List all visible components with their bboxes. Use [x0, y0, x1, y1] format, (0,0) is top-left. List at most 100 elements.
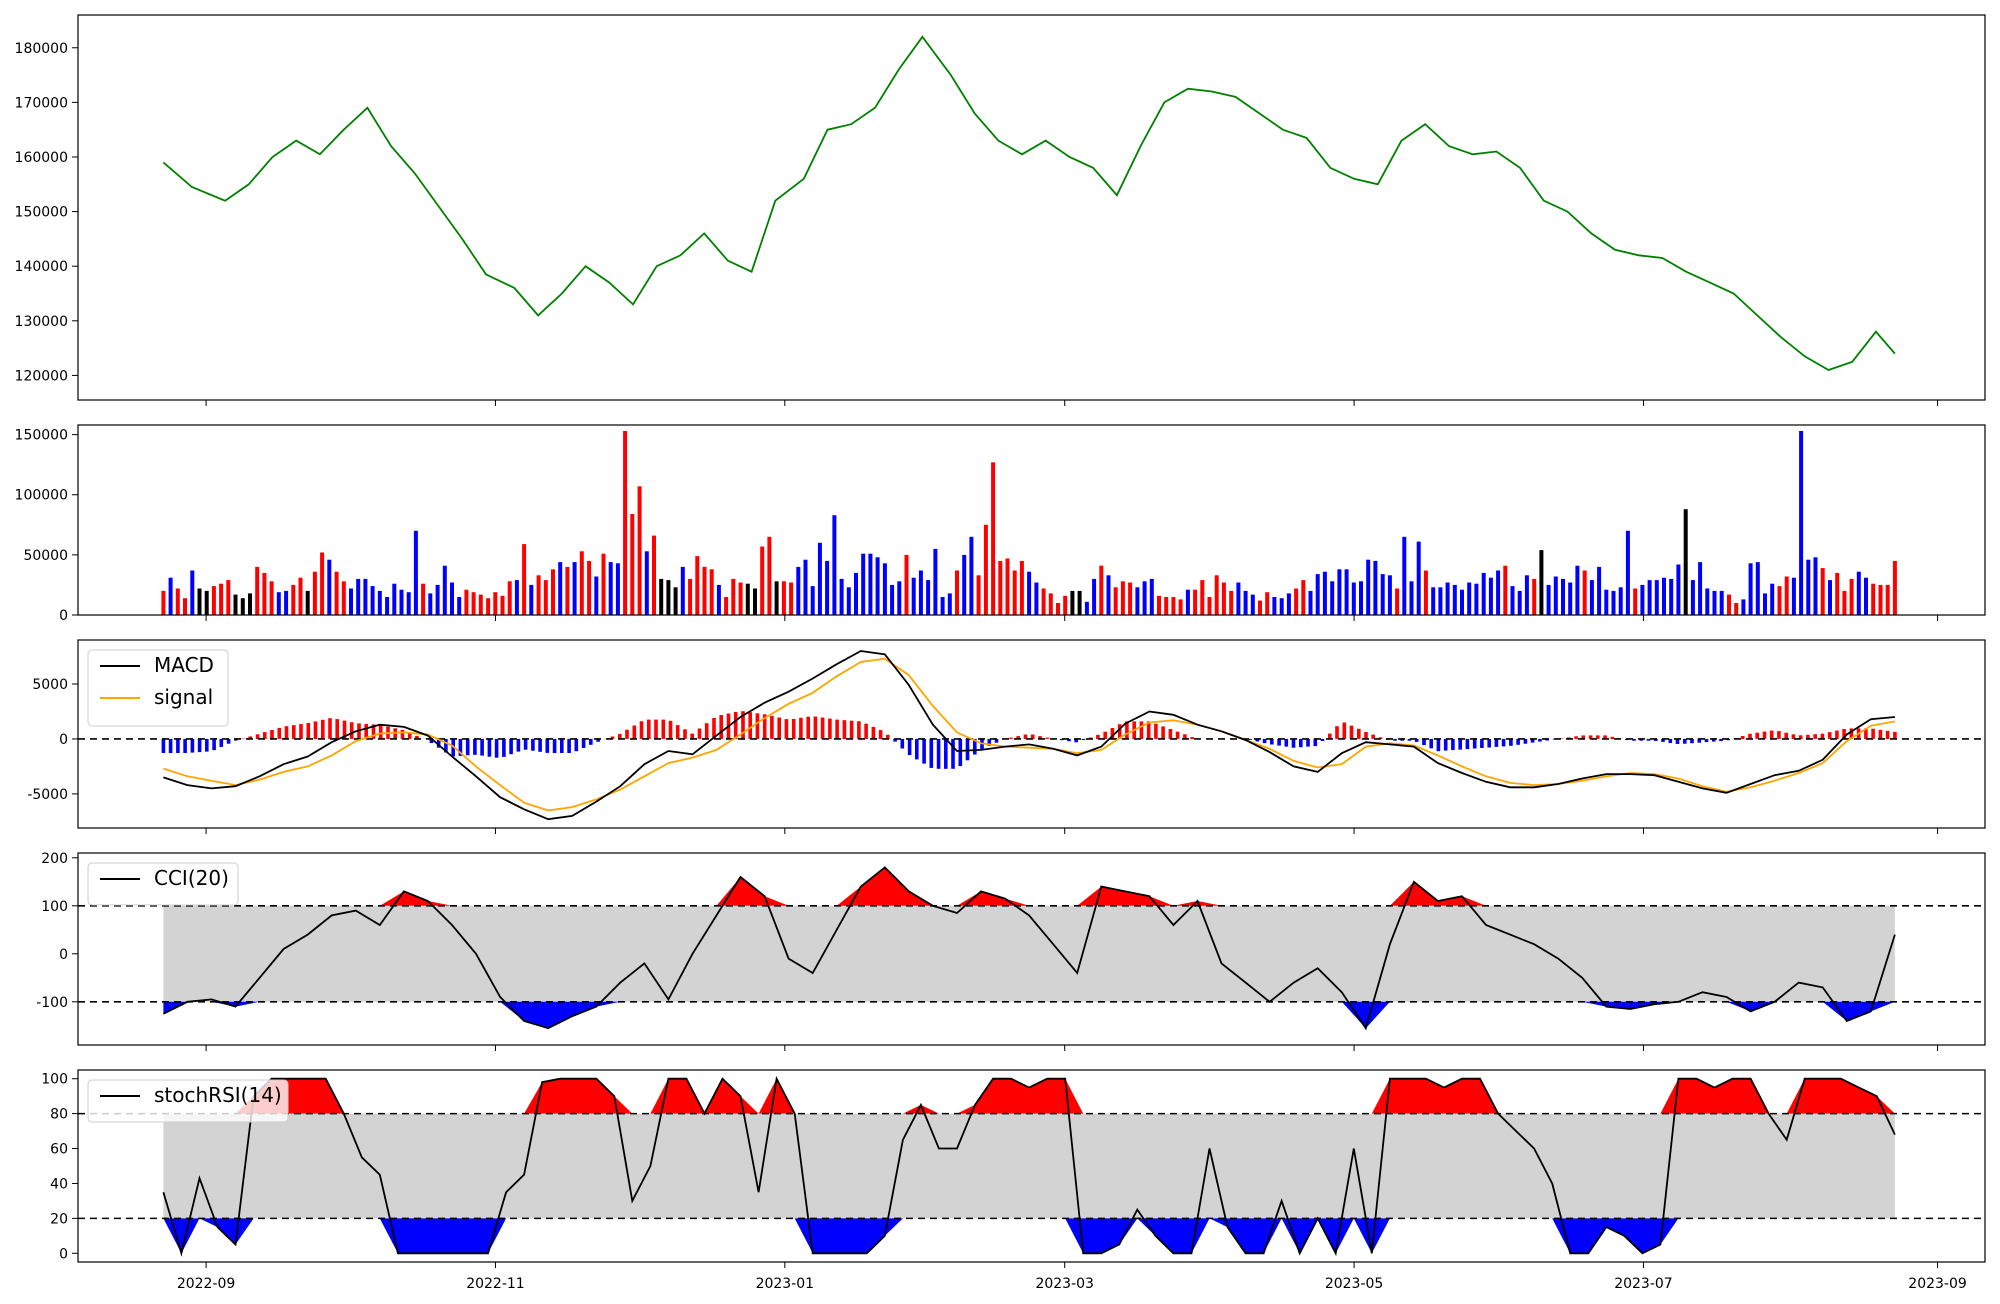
legend-label: signal — [154, 685, 213, 709]
volume-bar — [840, 579, 844, 615]
macd-histogram-bar — [640, 721, 644, 739]
macd-histogram-bar — [191, 739, 195, 753]
volume-bar — [1114, 587, 1118, 615]
macd-histogram-bar — [951, 739, 955, 769]
volume-bar — [1345, 569, 1349, 615]
volume-bar — [378, 591, 382, 615]
volume-bar — [1366, 560, 1370, 615]
volume-bar — [991, 462, 995, 615]
volume-bar — [695, 556, 699, 615]
volume-bar — [1186, 590, 1190, 615]
volume-bar — [703, 567, 707, 615]
volume-bar — [219, 584, 223, 615]
macd-histogram-bar — [915, 739, 919, 760]
volume-bar — [371, 586, 375, 615]
volume-bar — [1027, 572, 1031, 615]
macd-histogram-bar — [1871, 729, 1875, 739]
volume-bar — [905, 555, 909, 615]
volume-bar — [1525, 575, 1529, 615]
macd-histogram-bar — [1190, 737, 1194, 739]
volume-bar — [255, 567, 259, 615]
volume-bar — [1511, 586, 1515, 615]
volume-bar — [1193, 590, 1197, 615]
volume-bar — [1691, 580, 1695, 615]
oversold-fill — [163, 1002, 1895, 1028]
x-tick-label: 2023-03 — [1035, 1276, 1094, 1292]
volume-bar — [962, 555, 966, 615]
volume-bar — [1518, 591, 1522, 615]
volume-bar — [306, 591, 310, 615]
macd-histogram-bar — [1314, 739, 1318, 746]
volume-bar — [1323, 572, 1327, 615]
volume-bar — [1575, 566, 1579, 615]
macd-histogram-bar — [857, 721, 861, 739]
volume-bar — [883, 563, 887, 615]
volume-bar — [825, 561, 829, 615]
macd-histogram-bar — [872, 727, 876, 739]
volume-bar — [1893, 561, 1897, 615]
volume-bar — [443, 566, 447, 615]
volume-bar — [724, 597, 728, 615]
macd-histogram-bar — [567, 739, 571, 753]
macd-histogram-bar — [1154, 724, 1158, 739]
neutral-band — [163, 906, 1894, 1002]
volume-bar — [161, 591, 165, 615]
volume-bar — [912, 578, 916, 615]
macd-histogram-bar — [1299, 739, 1303, 747]
macd-histogram-bar — [770, 716, 774, 739]
volume-bar — [544, 580, 548, 615]
macd-histogram-bar — [683, 729, 687, 739]
macd-histogram-bar — [1343, 723, 1347, 740]
macd-histogram-bar — [1886, 731, 1890, 739]
volume-bar — [1121, 581, 1125, 615]
volume-bar — [1236, 583, 1240, 616]
macd-histogram-bar — [843, 720, 847, 739]
volume-bar — [753, 589, 757, 616]
macd-histogram-bar — [662, 720, 666, 739]
volume-bar — [890, 585, 894, 615]
macd-histogram-bar — [1045, 738, 1049, 739]
volume-bar — [1727, 595, 1731, 615]
macd-histogram-bar — [582, 739, 586, 748]
volume-bar — [1013, 571, 1017, 616]
volume-bar — [1359, 581, 1363, 615]
volume-bar — [1417, 542, 1421, 615]
volume-bar — [1092, 579, 1096, 615]
volume-bar — [1482, 573, 1486, 615]
macd-histogram-bar — [212, 739, 216, 750]
volume-bar — [1200, 580, 1204, 615]
volume-bar — [1879, 585, 1883, 615]
macd-histogram-bar — [1502, 739, 1506, 747]
volume-bar — [241, 598, 245, 615]
volume-bar — [1280, 598, 1284, 615]
volume-bar — [1720, 591, 1724, 615]
volume-bar — [638, 486, 642, 615]
macd-histogram-bar — [698, 729, 702, 739]
macd-histogram-bar — [835, 720, 839, 739]
volume-bar — [1373, 561, 1377, 615]
volume-bar — [335, 572, 339, 615]
macd-histogram-bar — [1784, 733, 1788, 739]
volume-bar — [969, 537, 973, 615]
volume-bar — [226, 580, 230, 615]
macd-histogram-bar — [1893, 732, 1897, 739]
volume-bar — [1388, 575, 1392, 615]
volume-bar — [248, 593, 252, 615]
macd-histogram-bar — [1763, 732, 1767, 739]
macd-histogram-bar — [1777, 731, 1781, 739]
macd-histogram-bar — [553, 739, 557, 753]
volume-bar — [234, 595, 238, 615]
volume-bar — [205, 591, 209, 615]
volume-bar — [854, 573, 858, 615]
volume-bar — [1698, 562, 1702, 615]
volume-bar — [400, 590, 404, 615]
volume-bar — [767, 537, 771, 615]
volume-bar — [1503, 566, 1507, 615]
volume-bar — [1222, 583, 1226, 616]
volume-bar — [299, 578, 303, 615]
volume-bar — [1446, 583, 1450, 616]
volume-bar — [1272, 597, 1276, 615]
volume-bar — [782, 581, 786, 615]
y-tick-label: 0 — [59, 732, 68, 748]
